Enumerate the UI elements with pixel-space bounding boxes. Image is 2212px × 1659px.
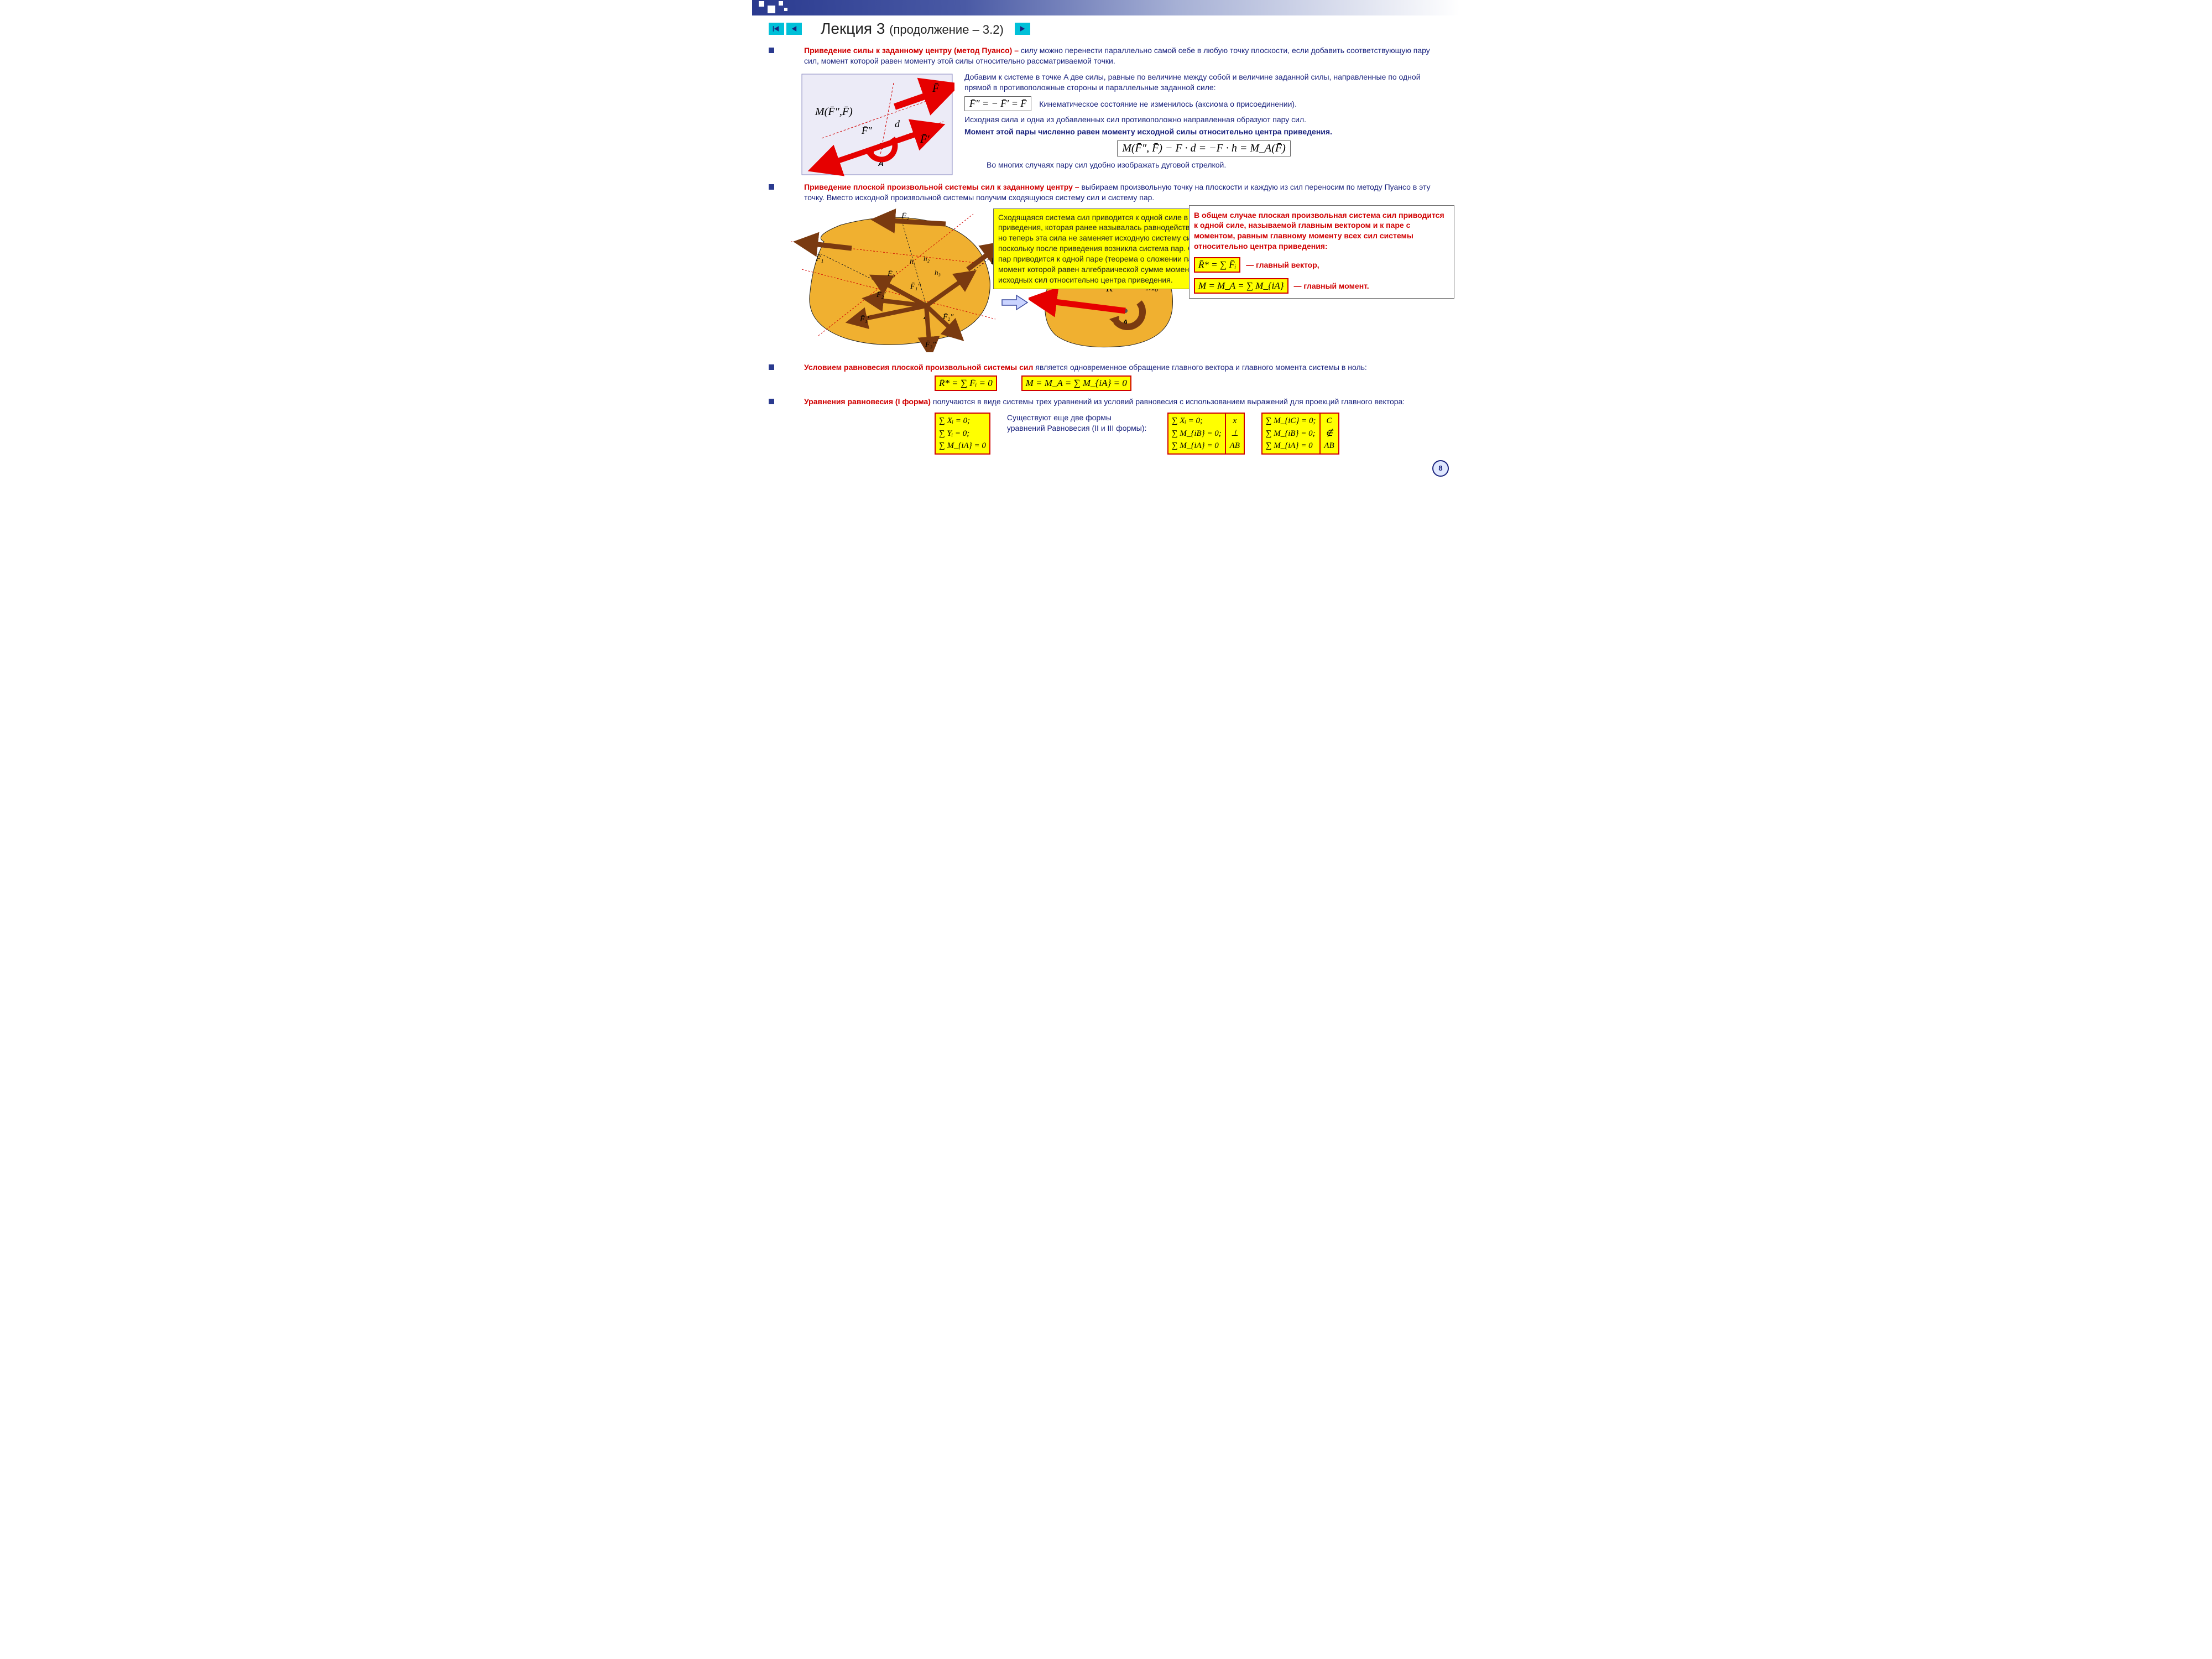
- paragraph-5: Во многих случаях пару сил удобно изобра…: [987, 160, 1443, 170]
- equations-form1: ∑ Xᵢ = 0; ∑ Yᵢ = 0; ∑ M_{iA} = 0: [935, 413, 990, 455]
- nav-prev-button[interactable]: [786, 23, 802, 35]
- svg-text:F̄′: F̄′: [920, 133, 930, 145]
- paragraph-9: Существуют еще две формы уравнений Равно…: [1007, 413, 1151, 434]
- equations-form2: ∑ Xᵢ = 0; ∑ M_{iB} = 0; ∑ M_{iA} = 0: [1167, 413, 1226, 455]
- paragraph-8: Уравнения равновесия (I форма) получаютс…: [804, 397, 1443, 407]
- equation-M: M = M_A = ∑ M_{iA}: [1194, 278, 1288, 294]
- page-title: Лекция 3 (продолжение – 3.2): [821, 20, 1004, 38]
- equation-fpp: F̄″ = − F̄′ = F̄: [964, 96, 1031, 111]
- topbar-gradient: [752, 0, 1460, 15]
- svg-text:F̄₁″: F̄₁″: [910, 282, 921, 290]
- yellowbox-right-text: В общем случае плоская произвольная сист…: [1194, 210, 1449, 252]
- label-mainmom: — главный момент.: [1293, 281, 1369, 290]
- svg-text:F̄₂″: F̄₂″: [942, 312, 953, 321]
- equation-R: R̄* = ∑ F̄ᵢ: [1194, 257, 1240, 273]
- paragraph-4: Момент этой пары численно равен моменту …: [964, 127, 1443, 137]
- nav-next-button[interactable]: [1015, 23, 1030, 35]
- arrow-icon: [1001, 294, 1029, 312]
- figure-system-left: A F̄₁ F̄₂ F̄₃ h₁ h₂ h₃ F̄₃′: [780, 208, 1001, 354]
- label-mainvec: — главный вектор,: [1246, 260, 1319, 269]
- equations-form3-cond: C ∉ AB: [1321, 413, 1339, 455]
- svg-text:F̄″: F̄″: [861, 125, 872, 136]
- bullet-icon: [769, 399, 774, 404]
- svg-text:F̄: F̄: [932, 82, 940, 95]
- paragraph-6: Приведение плоской произвольной системы …: [804, 182, 1443, 203]
- paragraph-2: Добавим к системе в точке A две силы, ра…: [964, 72, 1443, 93]
- svg-text:M(F̄″,F̄): M(F̄″,F̄): [815, 106, 853, 118]
- equations-form2-cond: x ⊥ AB: [1226, 413, 1245, 455]
- paragraph-3: Исходная сила и одна из добавленных сил …: [964, 114, 1443, 125]
- svg-text:F̄₃″: F̄₃″: [925, 340, 936, 348]
- svg-text:F̄₂: F̄₂: [901, 212, 909, 221]
- paragraph-7: Условием равновесия плоской произвольной…: [804, 362, 1443, 373]
- equation-R0: R̄* = ∑ F̄ᵢ = 0: [935, 375, 997, 391]
- svg-text:h₂: h₂: [924, 254, 930, 263]
- svg-text:F̄₁′: F̄₁′: [859, 315, 869, 323]
- equations-form3: ∑ M_{iC} = 0; ∑ M_{iB} = 0; ∑ M_{iA} = 0: [1261, 413, 1321, 455]
- equation-M0: M = M_A = ∑ M_{iA} = 0: [1021, 375, 1131, 391]
- paragraph-1: Приведение силы к заданному центру (мето…: [804, 45, 1443, 66]
- svg-text:d: d: [895, 118, 900, 129]
- figure-poinsot: d F̄ A F̄′ F̄″ M(F̄″,F̄): [800, 72, 954, 179]
- bullet-icon: [769, 48, 774, 53]
- paragraph-2-side: Кинематическое состояние не изменилось (…: [1039, 100, 1297, 108]
- bullet-icon: [769, 184, 774, 190]
- svg-text:F̄₃′: F̄₃′: [887, 269, 897, 278]
- nav-first-button[interactable]: [769, 23, 784, 35]
- bullet-icon: [769, 364, 774, 370]
- svg-text:h₃: h₃: [935, 268, 941, 276]
- page-number: 8: [1432, 460, 1449, 477]
- svg-text:F̄₂′: F̄₂′: [876, 290, 886, 299]
- equation-moment: M(F̄″, F̄) − F · d = −F · h = M_A(F̄): [1117, 140, 1291, 156]
- svg-text:F̄₁: F̄₁: [815, 254, 823, 263]
- svg-text:h₁: h₁: [910, 257, 916, 265]
